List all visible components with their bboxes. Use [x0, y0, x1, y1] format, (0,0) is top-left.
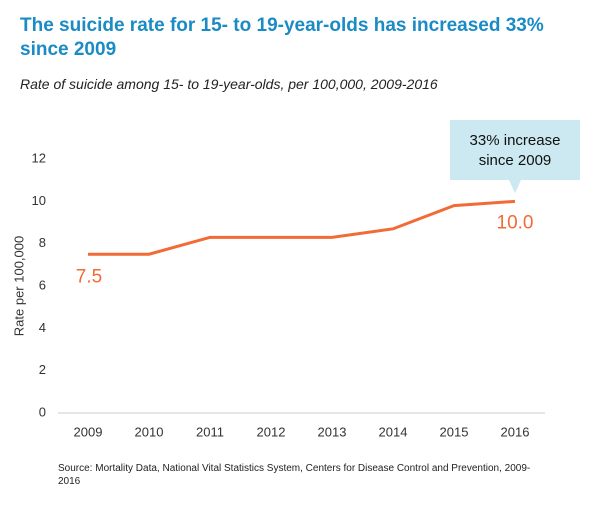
x-tick-label: 2011: [196, 424, 224, 439]
y-axis-label: Rate per 100,000: [11, 236, 26, 336]
data-label: 10.0: [497, 212, 534, 233]
data-line: [88, 199, 516, 256]
x-tick-label: 2009: [74, 424, 103, 439]
annotation: 33% increase: [470, 132, 561, 149]
y-tick-label: 10: [32, 193, 46, 208]
x-tick-label: 2014: [379, 424, 408, 439]
chart-title: The suicide rate for 15- to 19-year-olds…: [20, 15, 544, 60]
y-tick-label: 6: [39, 277, 46, 292]
y-tick-label: 4: [39, 320, 46, 335]
y-tick-label: 2: [39, 362, 46, 377]
x-tick-label: 2012: [257, 424, 286, 439]
chart-subtitle: Rate of suicide among 15- to 19-year-old…: [20, 76, 438, 92]
y-tick-label: 0: [39, 404, 46, 419]
callout-box: [450, 120, 580, 194]
data-label: 7.5: [76, 266, 102, 287]
annotation: since 2009: [479, 152, 552, 169]
x-tick-label: 2015: [440, 424, 469, 439]
y-tick-label: 8: [39, 235, 46, 250]
y-tick-label: 12: [32, 150, 46, 165]
x-tick-label: 2013: [318, 424, 347, 439]
x-tick-label: 2010: [135, 424, 164, 439]
source-note: Source: Mortality Data, National Vital S…: [58, 463, 531, 487]
x-tick-label: 2016: [501, 424, 530, 439]
